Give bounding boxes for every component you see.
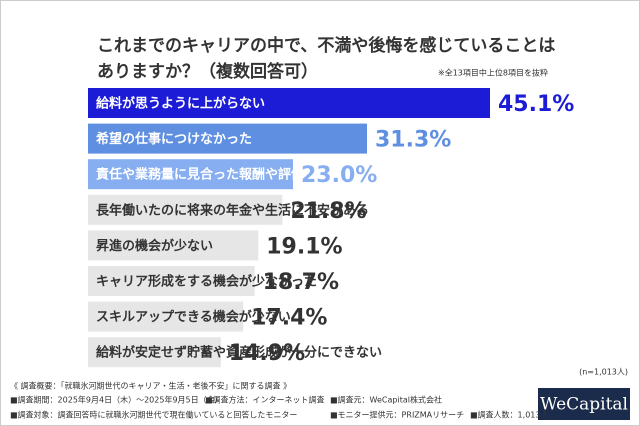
sample-note: (n=1,013人) [579, 368, 628, 377]
value-label: 18.7% [263, 270, 339, 295]
chart-title: ありますか？（複数回答可） [97, 61, 318, 82]
logo-box [538, 388, 630, 420]
value-label: 19.1% [266, 234, 342, 259]
category-label: スキルアップできる機会が少ない [96, 309, 291, 325]
bar [88, 123, 367, 154]
category-label: 長年働いたのに将来の年金や生活に不安がある [96, 202, 369, 218]
category-label: 責任や業務量に見合った報酬や評価が得られない [96, 167, 382, 183]
bar [88, 88, 490, 118]
value-label: 14.9% [229, 341, 305, 366]
value-label: 45.1% [498, 92, 574, 117]
category-label: キャリア形成をする機会が少なかった [96, 274, 317, 290]
value-label: 23.0% [301, 163, 377, 188]
subtitle: ※全13項目中上位8項目を抜粋 [438, 68, 548, 78]
category-label: 給料が思うように上がらない [96, 96, 265, 112]
footer-heading: 《 調査概要：「就職氷河期世代のキャリア・生活・老後不安」に関する調査 》 [10, 381, 291, 391]
bar [88, 337, 221, 368]
bar [88, 301, 244, 332]
logo: WeCapital [540, 395, 628, 415]
chart-title: これまでのキャリアの中で、不満や後悔を感じていることは [97, 35, 555, 56]
category-label: 昇進の機会が少ない [96, 238, 213, 254]
footer-item: ■モニター提供元：PRIZMAリサーチ [330, 410, 464, 420]
footer-item: ■調査元：WeCapital株式会社 [330, 395, 442, 405]
bar [88, 159, 294, 190]
category-label: 給料が安定せず貯蓄や資産形成が十分にできない [96, 345, 382, 361]
value-label: 31.3% [375, 128, 451, 153]
bar [88, 230, 259, 261]
footer-item: ■調査人数：1,013人 [470, 410, 548, 420]
footer-item: ■調査対象：調査回答時に就職氷河期世代で現在働いていると回答したモニター [10, 410, 297, 420]
category-label: 希望の仕事につけなかった [96, 131, 252, 147]
footer-item: ■調査方法：インターネット調査 [205, 395, 325, 405]
value-label: 17.4% [251, 306, 327, 331]
footer-item: ■調査期間：2025年9月4日（木）～2025年9月5日（金） [10, 395, 223, 405]
bar [88, 194, 283, 225]
bar [88, 266, 255, 296]
value-label: 21.8% [290, 199, 366, 224]
